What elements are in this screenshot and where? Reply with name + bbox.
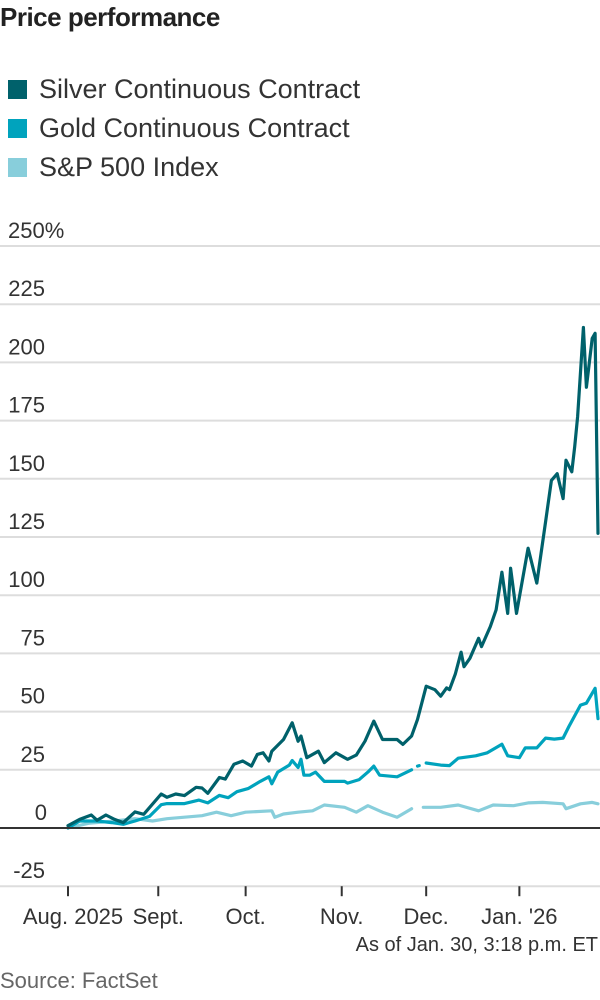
legend-swatch-sp500 [8, 158, 27, 177]
x-tick-label: Oct. [225, 904, 265, 929]
legend-label-sp500: S&P 500 Index [39, 152, 219, 182]
x-tick-label: Sept. [133, 904, 184, 929]
legend-item-sp500: S&P 500 Index [8, 148, 360, 187]
y-tick-label: -25 [13, 858, 45, 883]
x-tick-label: Jan. '26 [481, 904, 557, 929]
y-tick-label: 200 [8, 334, 45, 359]
series-line-gold-continuous-contract [415, 764, 421, 768]
as-of-note: As of Jan. 30, 3:18 p.m. ET [355, 934, 598, 956]
series-line-silver-continuous-contract [66, 325, 600, 828]
legend: Silver Continuous Contract Gold Continuo… [8, 70, 360, 187]
legend-label-silver: Silver Continuous Contract [39, 74, 361, 104]
y-tick-label: 250% [8, 218, 64, 243]
y-tick-label: 125 [8, 509, 45, 534]
y-tick-label: 25 [21, 742, 45, 767]
y-tick-label: 175 [8, 393, 45, 418]
series-line-s-p-500-index [421, 800, 600, 813]
y-tick-label: 0 [35, 800, 47, 825]
legend-label-gold: Gold Continuous Contract [39, 113, 350, 143]
y-tick-label: 100 [8, 567, 45, 592]
y-tick-label: 150 [8, 451, 45, 476]
legend-item-gold: Gold Continuous Contract [8, 109, 360, 148]
y-tick-label: 75 [21, 625, 45, 650]
legend-swatch-silver [8, 80, 27, 99]
x-tick-label: Aug. 2025 [23, 904, 123, 929]
x-tick-label: Nov. [320, 904, 364, 929]
series-line-gold-continuous-contract [424, 686, 600, 768]
series-line-gold-continuous-contract [66, 757, 414, 830]
y-tick-label: 225 [8, 276, 45, 301]
legend-swatch-gold [8, 119, 27, 138]
x-tick-label: Dec. [404, 904, 449, 929]
source-note: Source: FactSet [0, 968, 158, 993]
y-tick-label: 50 [21, 684, 45, 709]
chart-title: Price performance [0, 2, 220, 32]
legend-item-silver: Silver Continuous Contract [8, 70, 360, 109]
